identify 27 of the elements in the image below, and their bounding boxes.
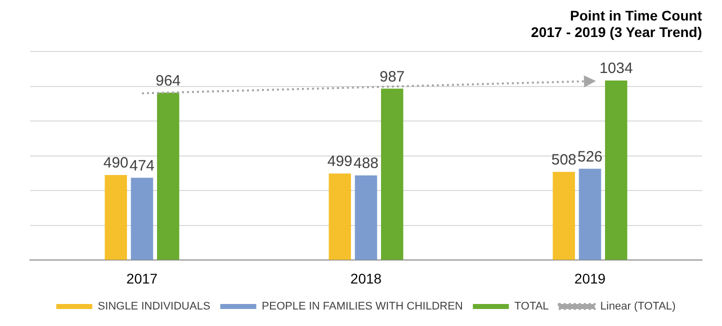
bar [354, 175, 378, 260]
bar [578, 168, 602, 260]
data-label: 490 [103, 154, 128, 172]
data-label: 508 [551, 152, 576, 169]
chart-subtitle: 2017 - 2019 (3 Year Trend) [531, 24, 702, 40]
bar [130, 178, 154, 260]
data-label: 987 [380, 68, 405, 86]
data-label: 1034 [599, 60, 633, 78]
bar [328, 173, 351, 260]
data-label: 964 [156, 72, 181, 90]
x-tick-label: 2017 [126, 270, 158, 286]
x-tick-label: 2018 [350, 270, 382, 286]
bar [157, 92, 180, 260]
legend-label: Linear (TOTAL) [600, 300, 676, 313]
data-label: 526 [577, 148, 603, 166]
chart-title: Point in Time Count [570, 7, 702, 24]
legend-label: PEOPLE IN FAMILIES WITH CHILDREN [262, 300, 463, 313]
data-label: 499 [327, 153, 352, 170]
data-label: 474 [129, 157, 155, 174]
data-label: 488 [353, 155, 379, 172]
bar [605, 80, 628, 260]
bar [552, 172, 575, 260]
x-tick-label: 2019 [574, 270, 606, 286]
legend-label: SINGLE INDIVIDUALS [98, 300, 210, 313]
bar [381, 88, 404, 260]
legend-label: TOTAL [514, 300, 549, 313]
bar [104, 175, 127, 260]
